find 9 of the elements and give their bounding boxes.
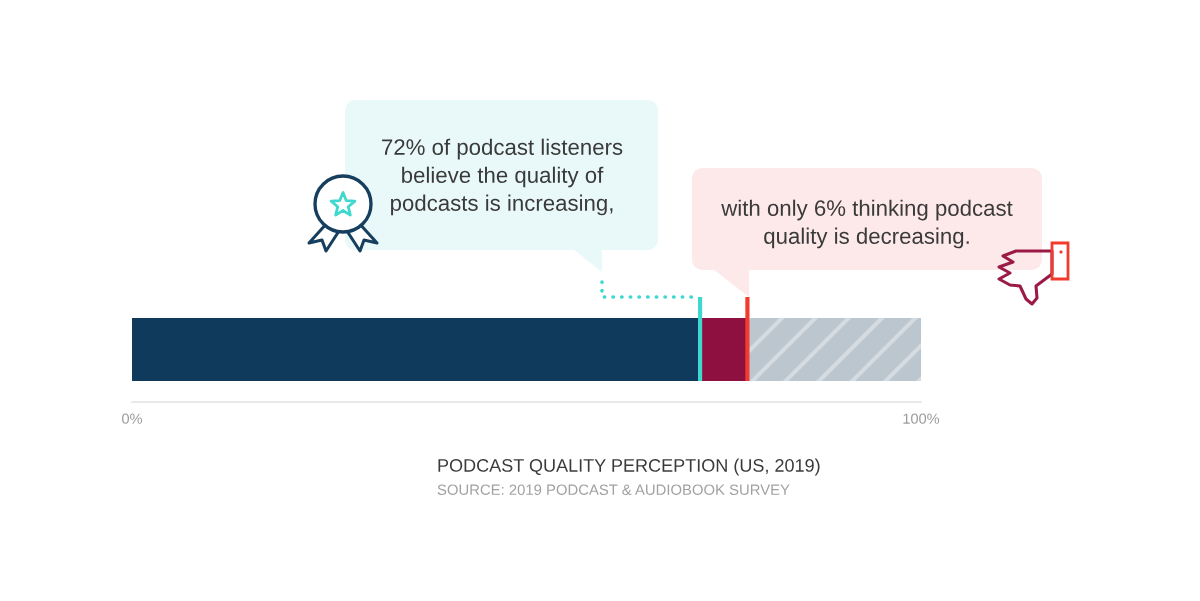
bar bbox=[747, 318, 921, 381]
bar bbox=[700, 318, 748, 381]
x-tick-label: 0% bbox=[122, 413, 143, 424]
text: with only 6% thinking podcast quality is decreasing. bbox=[721, 199, 1013, 249]
text: PODCAST QUALITY PERCEPTION (US, 2019) bbox=[438, 458, 820, 476]
x-tick-label: 100% bbox=[903, 413, 940, 424]
text: 72% of podcast listeners believe the quality of podcasts is increasing, bbox=[382, 138, 623, 216]
bar bbox=[132, 318, 701, 381]
source-note: SOURCE: 2019 PODCAST & AUDIOBOOK SURVEY bbox=[437, 484, 790, 495]
